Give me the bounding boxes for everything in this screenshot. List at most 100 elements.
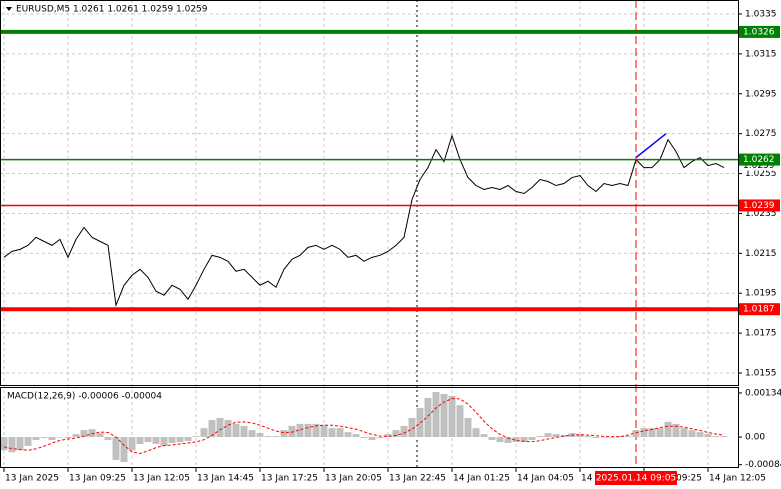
y-tick-label: 0.00 — [745, 433, 765, 443]
histogram-bar — [432, 391, 440, 438]
histogram-bar — [304, 423, 312, 438]
histogram-bar — [544, 433, 552, 438]
level-label: 1.0239 — [743, 201, 775, 211]
y-tick-label: 1.0275 — [745, 129, 777, 139]
labels: 1.03351.03151.02951.02751.02551.02351.02… — [3, 9, 781, 485]
histogram-bar — [384, 434, 392, 438]
histogram-bar — [248, 430, 256, 438]
histogram-bar — [104, 437, 112, 441]
histogram-bar — [176, 437, 184, 442]
histogram-bar — [320, 424, 328, 438]
histogram-bar — [480, 434, 488, 438]
histogram-bar — [144, 437, 152, 442]
histogram-bar — [240, 425, 248, 438]
histogram-bar — [672, 423, 680, 438]
trend-line — [635, 133, 667, 159]
y-tick-label: 1.0155 — [745, 369, 777, 379]
y-tick-label: 0.00134 — [745, 388, 781, 398]
histogram-bar — [456, 405, 464, 438]
histogram-bar — [488, 437, 496, 441]
histogram-bar — [640, 428, 648, 438]
y-tick-label: 1.0295 — [745, 89, 777, 99]
histogram-bar — [520, 437, 528, 442]
histogram-bar — [112, 437, 120, 461]
histogram-bar — [632, 430, 640, 438]
histogram-bar — [664, 421, 672, 438]
histogram-bar — [24, 437, 32, 446]
y-tick-label: 1.0255 — [745, 169, 777, 179]
y-tick-label: 1.0175 — [745, 329, 777, 339]
histogram-bar — [120, 437, 128, 463]
level-label: 1.0326 — [743, 27, 775, 37]
histogram-bar — [96, 433, 104, 438]
histogram-bar — [168, 437, 176, 443]
histogram-bar — [424, 397, 432, 438]
price-title: EURUSD,M5 1.0261 1.0261 1.0259 1.0259 — [16, 5, 208, 15]
histogram-bar — [584, 436, 592, 438]
histogram-bar — [32, 437, 40, 441]
histogram-bar — [224, 419, 232, 438]
y-tick-label: 1.0215 — [745, 249, 777, 259]
level-label-box — [739, 153, 780, 166]
histogram-bar — [600, 437, 608, 438]
histogram-bar — [656, 428, 664, 438]
histogram-bar — [400, 425, 408, 438]
x-tick-label: 13 Jan 2025 — [5, 474, 59, 484]
histogram-bar — [288, 425, 296, 438]
signal-line — [3, 398, 725, 455]
level-label: 1.0262 — [743, 155, 775, 165]
histogram-bar — [376, 437, 384, 439]
histogram-bar — [448, 395, 456, 438]
x-tick-label: 13 Jan 20:05 — [325, 474, 382, 484]
histogram-bar — [64, 437, 72, 439]
histogram-bar — [336, 428, 344, 438]
histogram-bar — [552, 434, 560, 438]
x-tick-label: 14 Jan 01:25 — [453, 474, 510, 484]
histogram-bar — [80, 430, 88, 438]
histogram-bar — [512, 437, 520, 442]
histogram-bar — [688, 430, 696, 438]
histogram-bar — [392, 430, 400, 438]
histogram-bar — [576, 434, 584, 438]
x-tick-label: 13 Jan 22:45 — [389, 474, 446, 484]
current-price-label: 1.0259 — [743, 161, 775, 171]
y-tick-label: 1.0235 — [745, 209, 777, 219]
histogram-bar — [280, 430, 288, 438]
histogram-bar — [128, 437, 136, 451]
histogram-bar — [720, 436, 728, 438]
histogram-bar — [160, 437, 168, 446]
histogram-bar — [472, 428, 480, 438]
time-marker-box — [595, 471, 677, 485]
histogram-bar — [208, 419, 216, 438]
y-tick-label: 1.0195 — [745, 289, 777, 299]
histogram-bar — [328, 428, 336, 438]
histogram-bar — [40, 437, 48, 439]
histogram-bar — [88, 429, 96, 438]
histogram-bar — [48, 437, 56, 441]
histogram-bar — [608, 437, 616, 438]
x-tick-label: 13 Jan 09:25 — [69, 474, 126, 484]
price-pane-frame — [0, 0, 739, 386]
histogram-bar — [344, 432, 352, 438]
histogram-bar — [712, 436, 720, 438]
histogram-bar — [368, 437, 376, 441]
y-tick-label: -0.00084 — [745, 460, 781, 470]
histogram-bar — [624, 436, 632, 438]
histogram-bar — [464, 417, 472, 438]
histogram-bar — [192, 436, 200, 438]
histogram-bar — [408, 417, 416, 438]
x-tick-label: 13 Jan 14:45 — [197, 474, 254, 484]
histogram-bar — [536, 436, 544, 438]
time-marker-label: 2025.01.14 09:05 — [596, 474, 676, 484]
macd-title: MACD(12,26,9) -0.00006 -0.00004 — [7, 392, 162, 402]
histogram-bar — [592, 437, 600, 439]
histogram-bar — [8, 437, 16, 453]
histogram-bar — [704, 434, 712, 438]
histogram-bar — [616, 436, 624, 438]
x-tick-label: 14 Jan 12:05 — [709, 474, 766, 484]
histogram-bar — [296, 423, 304, 438]
x-tick-label: 13 Jan 17:25 — [261, 474, 318, 484]
histogram-bar — [16, 437, 24, 451]
